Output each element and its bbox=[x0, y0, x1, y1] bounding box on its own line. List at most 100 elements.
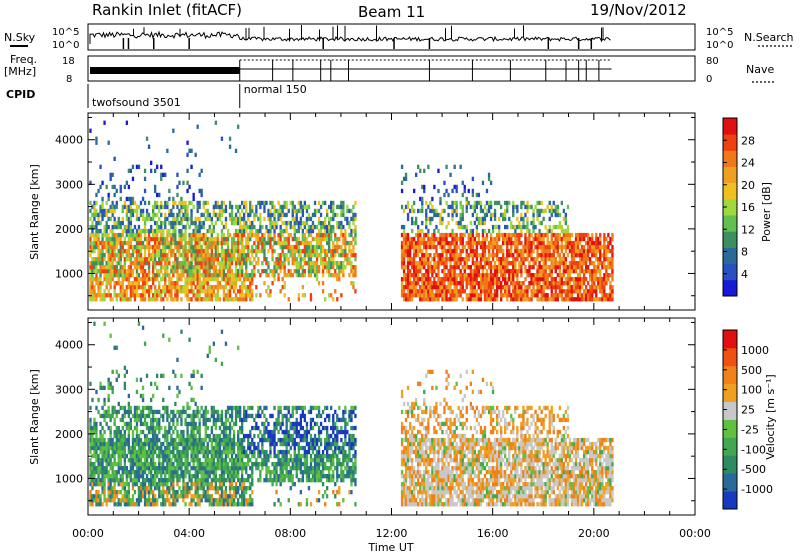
power-cell bbox=[216, 240, 220, 246]
velocity-cell bbox=[123, 365, 127, 371]
power-cell bbox=[224, 277, 228, 282]
power-cell bbox=[111, 273, 114, 278]
power-cell bbox=[309, 248, 313, 254]
velocity-cell bbox=[145, 433, 149, 439]
power-cell bbox=[273, 240, 276, 246]
power-cell bbox=[129, 273, 133, 278]
power-cell bbox=[115, 220, 118, 226]
power-cell bbox=[508, 285, 511, 290]
power-cell bbox=[496, 285, 499, 290]
velocity-cell bbox=[160, 482, 163, 487]
power-cell bbox=[570, 240, 574, 246]
power-cell bbox=[526, 297, 529, 302]
power-cell bbox=[471, 273, 475, 278]
power-cell bbox=[230, 248, 234, 254]
velocity-cell bbox=[152, 482, 155, 487]
velocity-cell bbox=[111, 466, 114, 471]
power-cell bbox=[508, 289, 511, 294]
power-cell bbox=[580, 248, 584, 254]
power-cell bbox=[496, 293, 499, 298]
power-cell bbox=[281, 265, 284, 270]
power-cell bbox=[297, 261, 301, 266]
power-cell bbox=[158, 192, 161, 198]
power-cell bbox=[182, 212, 185, 218]
velocity-cell bbox=[89, 421, 92, 427]
power-cell bbox=[566, 277, 570, 282]
power-cell bbox=[273, 265, 276, 270]
velocity-cell bbox=[123, 498, 127, 503]
power-cell bbox=[239, 265, 242, 270]
velocity-cell bbox=[172, 502, 175, 507]
power-cell bbox=[342, 273, 345, 278]
velocity-cell bbox=[147, 405, 151, 411]
power-cell bbox=[518, 232, 521, 238]
power-cell bbox=[498, 248, 501, 254]
power-cell bbox=[463, 273, 466, 278]
power-cell bbox=[257, 200, 260, 206]
power-cell bbox=[174, 289, 177, 294]
velocity-cell bbox=[107, 393, 110, 399]
power-cell bbox=[493, 281, 497, 286]
power-cell bbox=[411, 281, 414, 286]
power-cell bbox=[489, 232, 493, 238]
power-cell bbox=[564, 281, 568, 286]
power-cell bbox=[552, 261, 555, 266]
velocity-cell bbox=[123, 494, 127, 499]
power-cell bbox=[556, 212, 560, 218]
power-cell bbox=[97, 228, 100, 234]
power-cell bbox=[406, 269, 410, 274]
power-cell bbox=[595, 269, 598, 274]
power-cell bbox=[127, 232, 131, 238]
power-cell bbox=[196, 236, 199, 242]
power-cell bbox=[89, 244, 92, 250]
velocity-cell bbox=[150, 405, 153, 411]
power-cell bbox=[423, 285, 426, 290]
power-cell bbox=[483, 212, 487, 218]
power-cell bbox=[158, 257, 161, 262]
colorbar-tick-label: 12 bbox=[741, 223, 755, 236]
power-cell bbox=[230, 236, 234, 242]
power-cell bbox=[562, 257, 566, 262]
power-cell bbox=[281, 240, 284, 246]
power-cell bbox=[419, 261, 422, 266]
power-cell bbox=[180, 253, 183, 258]
power-cell bbox=[234, 244, 238, 250]
power-cell bbox=[226, 277, 230, 282]
power-cell bbox=[133, 224, 137, 230]
velocity-cell bbox=[129, 421, 133, 427]
power-cell bbox=[168, 232, 171, 238]
power-cell bbox=[297, 224, 301, 230]
power-cell bbox=[338, 220, 341, 226]
velocity-cell bbox=[97, 441, 100, 447]
power-cell bbox=[402, 244, 406, 250]
velocity-cell bbox=[97, 445, 100, 451]
power-cell bbox=[477, 232, 481, 238]
power-cell bbox=[344, 228, 347, 234]
power-cell bbox=[279, 253, 282, 258]
velocity-cell bbox=[107, 437, 110, 443]
power-cell bbox=[560, 293, 564, 298]
power-cell bbox=[564, 232, 568, 238]
power-cell bbox=[455, 253, 458, 258]
power-cell bbox=[415, 220, 418, 226]
power-cell bbox=[479, 265, 483, 270]
power-cell bbox=[160, 253, 163, 258]
power-cell bbox=[247, 273, 250, 278]
power-cell bbox=[514, 289, 517, 294]
power-cell bbox=[528, 244, 531, 250]
velocity-cell bbox=[150, 437, 153, 443]
velocity-cell bbox=[115, 377, 118, 383]
power-cell bbox=[204, 253, 207, 258]
power-cell bbox=[249, 228, 252, 234]
power-cell bbox=[152, 257, 155, 262]
power-cell bbox=[433, 257, 436, 262]
power-cell bbox=[558, 269, 562, 274]
power-cell bbox=[210, 285, 214, 290]
power-cell bbox=[101, 200, 104, 206]
power-cell bbox=[542, 236, 545, 242]
power-cell bbox=[554, 248, 557, 254]
power-cell bbox=[459, 216, 462, 222]
power-cell bbox=[196, 228, 199, 234]
power-cell bbox=[352, 204, 355, 210]
power-cell bbox=[89, 232, 92, 238]
